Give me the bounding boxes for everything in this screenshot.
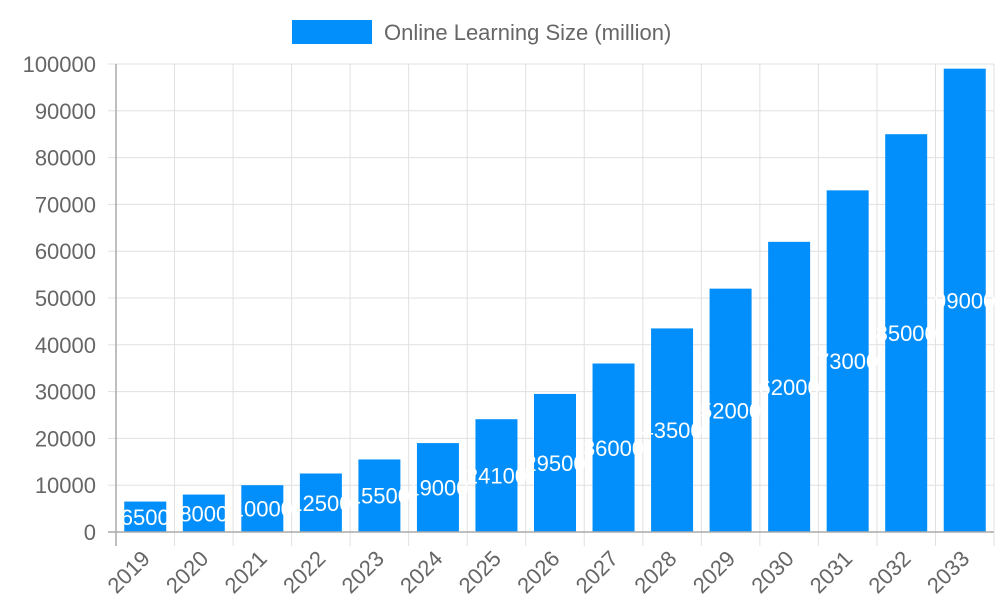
x-tick-label: 2026	[512, 546, 564, 598]
bar-2022[interactable]	[299, 473, 342, 533]
y-tick-label: 50000	[35, 286, 96, 311]
bar-value-label: 85000	[876, 321, 937, 346]
x-axis-tick-labels: 2019 2020 2021 2022 2023 2024 2025 2026 2027 2028…	[103, 546, 975, 598]
grid-lines	[115, 63, 995, 546]
bar-2029[interactable]	[709, 288, 752, 532]
x-tick-label: 2030	[746, 546, 798, 598]
x-tick-label: 2028	[629, 546, 681, 598]
bar-2030[interactable]	[768, 241, 811, 532]
y-tick-label: 40000	[35, 333, 96, 358]
x-tick-label: 2019	[103, 546, 155, 598]
bar-2033[interactable]	[943, 68, 986, 533]
legend-swatch	[292, 20, 372, 44]
bar-2019[interactable]	[124, 501, 167, 532]
y-tick-label: 10000	[35, 473, 96, 498]
x-tick-label: 2031	[805, 546, 857, 598]
y-tick-label: 100000	[23, 52, 96, 77]
axes	[108, 63, 994, 546]
bar-2027[interactable]	[592, 363, 635, 532]
bar-2031[interactable]	[826, 190, 869, 533]
x-tick-label: 2025	[454, 546, 506, 598]
legend[interactable]: Online Learning Size (million)	[292, 20, 671, 45]
y-axis-tick-labels: 0 10000 20000 30000 40000 50000 60000 70000 8000…	[23, 52, 96, 545]
bar-2020[interactable]	[182, 494, 225, 532]
bar-2026[interactable]	[534, 393, 576, 532]
bar-value-label: 73000	[817, 349, 878, 374]
legend-label: Online Learning Size (million)	[384, 20, 671, 45]
bar-2028[interactable]	[651, 328, 694, 532]
x-tick-label: 2023	[337, 546, 389, 598]
y-tick-label: 80000	[35, 146, 96, 171]
bar-value-label: 15500	[349, 484, 410, 509]
x-tick-label: 2033	[922, 546, 974, 598]
bar-value-label: 10000	[232, 497, 293, 522]
bar-value-label: 19000	[407, 476, 468, 501]
bar-2025[interactable]	[475, 419, 518, 532]
y-tick-label: 0	[84, 520, 96, 545]
bar-value-label: 8000	[179, 501, 228, 526]
bar-value-label: 6500	[121, 505, 170, 530]
x-tick-label: 2027	[571, 546, 623, 598]
bar-value-label: 62000	[759, 375, 820, 400]
bar-2021[interactable]	[241, 485, 284, 532]
x-tick-label: 2024	[395, 546, 447, 598]
bar-value-label: 29500	[524, 451, 585, 476]
x-tick-label: 2032	[863, 546, 915, 598]
y-tick-label: 70000	[35, 192, 96, 217]
y-tick-label: 60000	[35, 239, 96, 264]
x-tick-label: 2020	[161, 546, 213, 598]
bar-value-label: 36000	[583, 436, 644, 461]
x-tick-label: 2029	[688, 546, 740, 598]
bar-value-label: 12500	[290, 491, 351, 516]
bar-2032[interactable]	[885, 134, 928, 532]
y-tick-label: 20000	[35, 426, 96, 451]
x-tick-label: 2021	[220, 546, 272, 598]
bar-2024[interactable]	[416, 443, 459, 532]
bar-value-label: 43500	[641, 418, 702, 443]
y-tick-label: 30000	[35, 380, 96, 405]
bar-value-label: 52000	[700, 398, 761, 423]
bar-value-label: 24100	[466, 464, 527, 489]
bar-series: 6500 8000 10000125001550019000241002950036…	[121, 68, 995, 533]
bar-2023[interactable]	[358, 459, 401, 532]
bar-value-label: 99000	[934, 288, 995, 313]
y-tick-label: 90000	[35, 99, 96, 124]
x-tick-label: 2022	[278, 546, 330, 598]
